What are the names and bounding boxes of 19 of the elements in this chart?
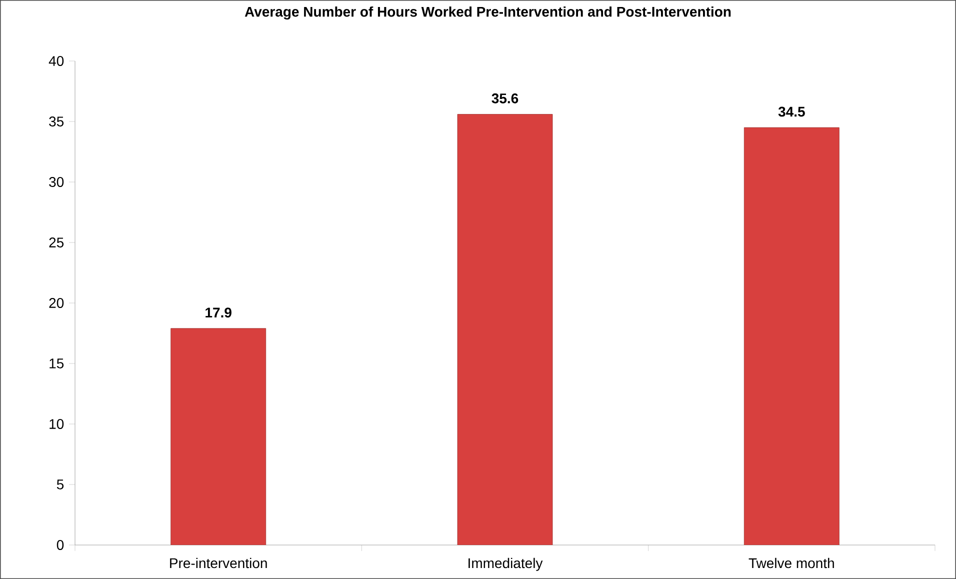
y-tick-label: 10 [50,419,64,429]
bar [457,114,553,545]
y-tick-label: 15 [50,358,64,368]
x-tick-label: Immediately [468,558,543,571]
y-tick-label: 20 [49,298,64,308]
chart-title: Average Number of Hours Worked Pre-Intervention and Post-Intervention [244,6,731,20]
data-label: 35.6 [492,93,518,104]
y-tick-label: 40 [48,56,64,66]
bar [744,127,840,545]
bar [170,328,266,545]
x-tick-label: Pre-intervention [170,558,267,568]
data-label: 34.5 [778,106,805,117]
data-label: 17.9 [206,308,232,318]
y-tick-label: 25 [49,238,64,248]
x-tick-label: Twelve month [748,558,834,568]
y-tick-label: 0 [56,540,64,550]
y-tick-label: 30 [49,177,64,187]
y-tick-label: 5 [56,480,64,490]
y-tick-label: 35 [49,116,64,126]
